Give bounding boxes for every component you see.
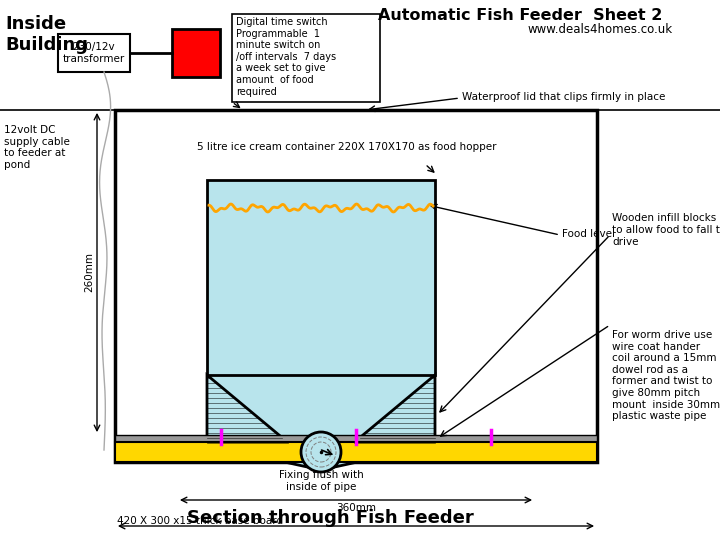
Polygon shape [207, 375, 321, 470]
Text: 12volt DC
supply cable
to feeder at
pond: 12volt DC supply cable to feeder at pond [4, 125, 70, 170]
Bar [172, 29, 220, 77]
Text: Food level: Food level [562, 229, 615, 239]
Text: 260mm: 260mm [84, 253, 94, 293]
Text: 230/12v
transformer: 230/12v transformer [63, 42, 125, 64]
Text: Section through Fish Feeder: Section through Fish Feeder [186, 509, 473, 527]
Text: Waterproof lid that clips firmly in place: Waterproof lid that clips firmly in plac… [462, 92, 665, 102]
Bar [115, 110, 597, 462]
Ellipse shape [301, 432, 341, 472]
Bar [58, 34, 130, 72]
Bar [115, 435, 597, 442]
Polygon shape [321, 375, 435, 470]
Text: 420 X 300 x15 thick base board: 420 X 300 x15 thick base board [117, 516, 283, 526]
Text: 360mm: 360mm [336, 503, 376, 513]
Bar [232, 14, 380, 102]
Text: Digital time switch
Programmable  1
minute switch on
/off intervals  7 days
a we: Digital time switch Programmable 1 minut… [236, 17, 336, 97]
Bar [207, 180, 435, 375]
Bar [115, 442, 597, 462]
Text: www.deals4homes.co.uk: www.deals4homes.co.uk [528, 23, 672, 36]
Polygon shape [207, 375, 435, 470]
Text: Fixing flush with
inside of pipe: Fixing flush with inside of pipe [279, 470, 364, 491]
Text: 5 litre ice cream container 220X 170X170 as food hopper: 5 litre ice cream container 220X 170X170… [197, 142, 497, 152]
Text: Wooden infill blocks angled
to allow food to fall to worm
drive: Wooden infill blocks angled to allow foo… [612, 213, 720, 247]
Text: Automatic Fish Feeder  Sheet 2: Automatic Fish Feeder Sheet 2 [378, 8, 662, 23]
Text: For worm drive use
wire coat hander
coil around a 15mm
dowel rod as a
former and: For worm drive use wire coat hander coil… [612, 330, 720, 421]
Text: Inside
Building: Inside Building [5, 15, 88, 54]
